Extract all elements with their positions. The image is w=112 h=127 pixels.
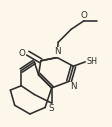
Text: S: S	[48, 104, 54, 113]
Text: O: O	[18, 49, 25, 58]
Text: N: N	[69, 83, 76, 91]
Text: O: O	[80, 11, 87, 20]
Text: SH: SH	[86, 57, 97, 66]
Text: N: N	[53, 47, 60, 56]
